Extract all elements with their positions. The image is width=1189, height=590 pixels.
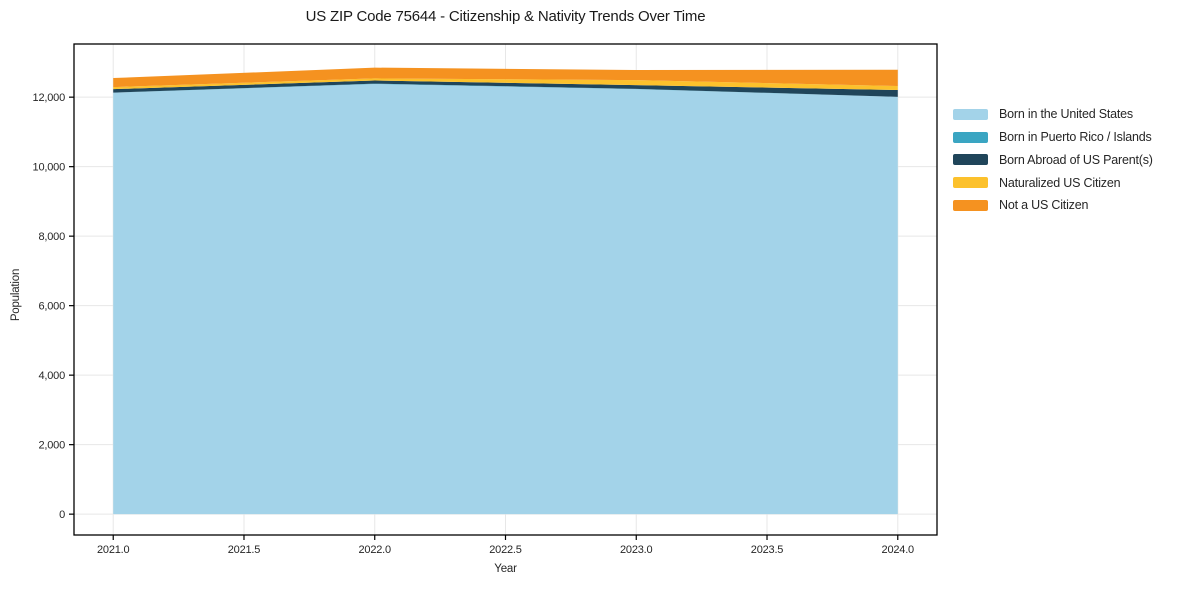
legend-swatch: [953, 199, 988, 211]
y-tick-label: 2,000: [38, 440, 65, 452]
x-tick-label: 2024.0: [882, 544, 915, 556]
x-tick-label: 2023.5: [751, 544, 784, 556]
y-tick-label: 0: [59, 509, 65, 521]
legend-item-born-in-the-united-states: Born in the United States: [953, 103, 1153, 126]
y-tick-label: 8,000: [38, 231, 65, 243]
y-tick-label: 4,000: [38, 370, 65, 382]
legend-item-not-a-us-citizen: Not a US Citizen: [953, 194, 1153, 217]
legend-label: Born Abroad of US Parent(s): [999, 152, 1153, 167]
area-not-a-us-citizen: [113, 67, 898, 88]
legend-swatch: [953, 131, 988, 143]
y-tick-label: 12,000: [33, 92, 66, 104]
legend-label: Not a US Citizen: [999, 198, 1089, 213]
legend-item-born-abroad-of-us-parent-s: Born Abroad of US Parent(s): [953, 149, 1153, 172]
legend-label: Born in the United States: [999, 107, 1133, 122]
legend-item-born-in-puerto-rico-islands: Born in Puerto Rico / Islands: [953, 126, 1153, 149]
x-tick-label: 2021.0: [97, 544, 130, 556]
legend-item-naturalized-us-citizen: Naturalized US Citizen: [953, 171, 1153, 194]
area-born-in-puerto-rico-islands: [113, 83, 898, 97]
chart-title: US ZIP Code 75644 - Citizenship & Nativi…: [305, 8, 706, 25]
legend-swatch: [953, 108, 988, 120]
area-born-abroad-of-us-parent-s: [113, 80, 898, 97]
legend-swatch: [953, 154, 988, 166]
y-axis-label: Population: [10, 268, 22, 322]
legend: Born in the United States Born in Puerto …: [953, 103, 1153, 217]
area-naturalized-us-citizen: [113, 78, 898, 91]
y-tick-label: 6,000: [38, 301, 65, 313]
x-tick-label: 2022.0: [359, 544, 392, 556]
x-tick-label: 2021.5: [228, 544, 261, 556]
legend-swatch: [953, 177, 988, 189]
legend-label: Naturalized US Citizen: [999, 175, 1121, 190]
x-axis-label: Year: [494, 563, 517, 575]
area-born-in-the-united-states: [113, 83, 898, 515]
x-tick-label: 2022.5: [489, 544, 522, 556]
y-tick-label: 10,000: [33, 162, 66, 174]
legend-label: Born in Puerto Rico / Islands: [999, 130, 1152, 145]
x-tick-label: 2023.0: [620, 544, 653, 556]
